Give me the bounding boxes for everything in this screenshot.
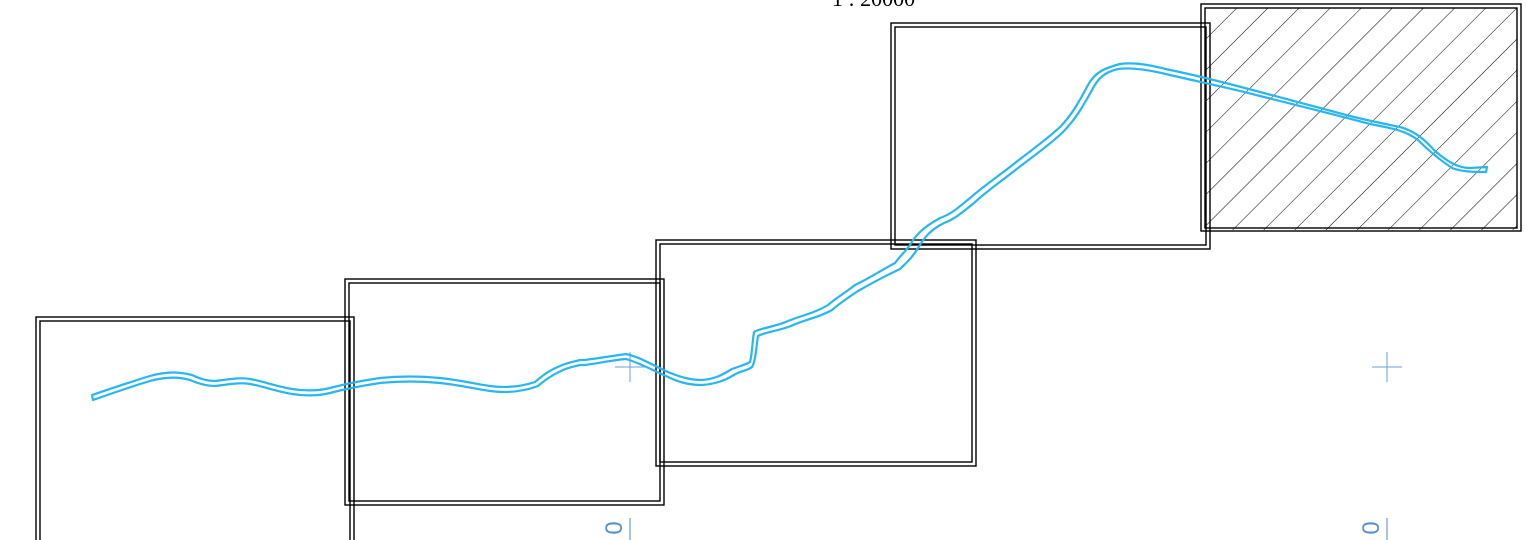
scale-label: 1 : 20000 (832, 0, 915, 11)
bottom-marker-2-label: 0 (1358, 521, 1385, 534)
map-sheet-5-selected[interactable] (1200, 3, 1522, 232)
bottom-marker-1-label: 0 (601, 521, 628, 534)
route-path (90, 62, 1489, 402)
map-sheet-3[interactable] (655, 239, 977, 467)
crosshair-marker-2 (1372, 352, 1402, 382)
bottom-marker-2: 0 (1358, 518, 1388, 540)
bottom-marker-1: 0 (601, 518, 631, 540)
crosshair-marker-1 (615, 352, 645, 382)
map-sheet-1[interactable] (35, 316, 355, 540)
